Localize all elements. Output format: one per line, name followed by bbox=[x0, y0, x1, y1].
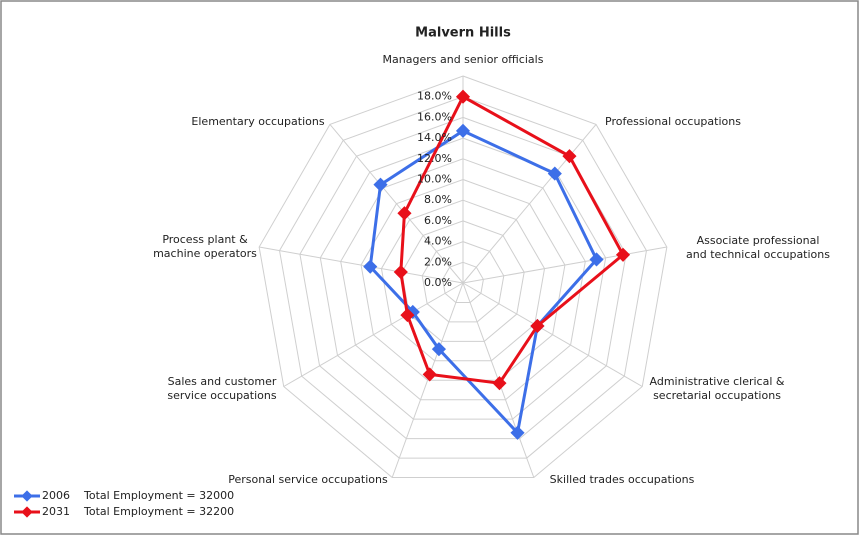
y-tick-label: 16.0% bbox=[417, 110, 452, 123]
label-line: Process plant & bbox=[162, 233, 248, 246]
category-label: Administrative clerical & secretarial occ… bbox=[650, 375, 785, 402]
grid-ring bbox=[279, 96, 647, 459]
y-tick-label: 10.0% bbox=[417, 173, 452, 186]
grid-ring bbox=[421, 241, 505, 323]
data-point bbox=[547, 166, 562, 181]
legend-note: Total Employment = 32000 bbox=[83, 489, 234, 502]
label-line: Sales and customer bbox=[168, 375, 277, 388]
grid-ring bbox=[442, 261, 484, 303]
category-label: Personal service occupations bbox=[228, 473, 388, 486]
label-line: Administrative clerical & bbox=[650, 375, 785, 388]
y-tick-label: 12.0% bbox=[417, 152, 452, 165]
spoke bbox=[259, 246, 464, 284]
label-line: machine operators bbox=[153, 247, 257, 260]
data-point bbox=[589, 252, 604, 267]
y-tick-label: 18.0% bbox=[417, 90, 452, 103]
grid-ring bbox=[360, 178, 566, 381]
label-line: service occupations bbox=[167, 389, 276, 402]
spoke bbox=[329, 124, 464, 284]
data-point bbox=[455, 89, 471, 104]
y-tick-label: 14.0% bbox=[417, 131, 452, 144]
y-tick-label: 2.0% bbox=[424, 255, 452, 268]
data-point bbox=[422, 367, 437, 382]
category-label: Elementary occupations bbox=[191, 115, 324, 128]
data-point bbox=[510, 425, 525, 440]
data-point bbox=[363, 259, 378, 274]
data-point bbox=[455, 123, 471, 138]
data-point bbox=[397, 206, 412, 221]
spoke bbox=[391, 282, 464, 478]
data-point bbox=[562, 149, 577, 164]
category-label: Skilled trades occupations bbox=[550, 473, 695, 486]
grid-ring bbox=[401, 220, 525, 342]
spoke bbox=[462, 282, 643, 387]
data-point bbox=[393, 264, 408, 280]
spoke bbox=[283, 282, 464, 387]
data-point bbox=[530, 318, 545, 334]
data-point bbox=[615, 247, 631, 262]
label-line: Associate professional bbox=[697, 234, 820, 247]
data-point bbox=[400, 308, 415, 323]
data-point bbox=[431, 342, 446, 357]
y-tick-label: 8.0% bbox=[424, 193, 452, 206]
grid-ring bbox=[340, 158, 586, 401]
category-label: Sales and customer service occupations bbox=[167, 375, 276, 402]
spoke bbox=[462, 246, 667, 284]
category-label: Professional occupations bbox=[605, 115, 741, 128]
category-label: Process plant & machine operators bbox=[153, 233, 257, 260]
label-line: and technical occupations bbox=[686, 248, 830, 261]
y-tick-label: 6.0% bbox=[424, 214, 452, 227]
y-tick-label: 4.0% bbox=[424, 235, 452, 248]
grid-ring bbox=[319, 137, 607, 420]
category-label: Associate professional and technical occu… bbox=[686, 234, 830, 261]
series-line bbox=[368, 129, 599, 436]
grid-ring bbox=[380, 199, 546, 362]
y-tick-label: 0.0% bbox=[424, 276, 452, 289]
data-point bbox=[373, 177, 388, 192]
legend-label: 2031 bbox=[42, 505, 70, 518]
category-label: Managers and senior officials bbox=[383, 53, 544, 66]
chart-title: Malvern Hills bbox=[415, 26, 511, 41]
data-point bbox=[492, 376, 507, 391]
grid-ring bbox=[258, 75, 668, 479]
legend-note: Total Employment = 32200 bbox=[83, 505, 234, 518]
spoke bbox=[462, 124, 597, 284]
series-line bbox=[399, 94, 625, 385]
label-line: secretarial occupations bbox=[653, 389, 781, 402]
legend-label: 2006 bbox=[42, 489, 70, 502]
